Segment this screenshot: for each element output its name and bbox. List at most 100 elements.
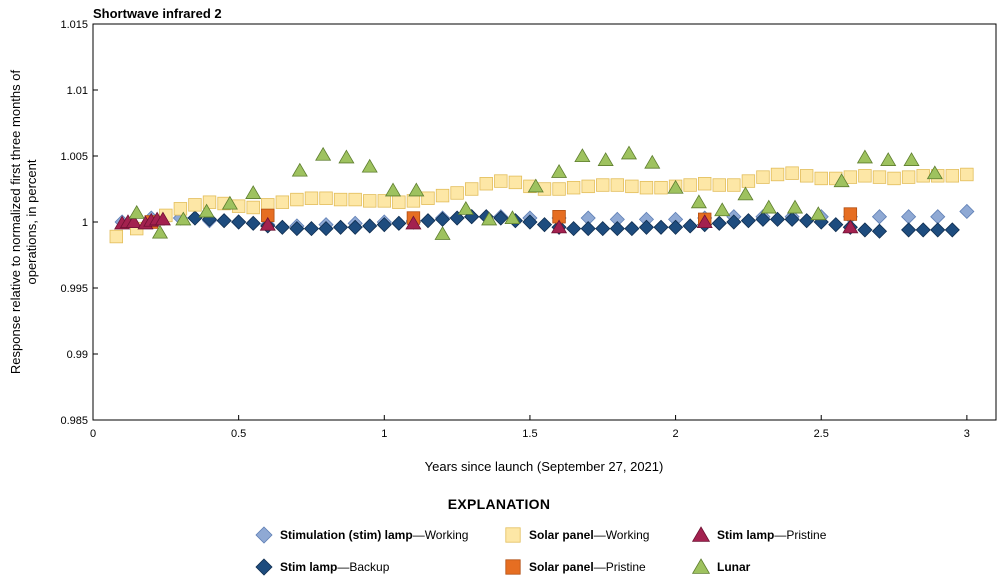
legend-item-name: Solar panel <box>529 560 594 574</box>
data-point <box>551 219 568 234</box>
legend: EXPLANATION Stimulation (stim) lamp —Work… <box>0 488 998 578</box>
triangle-marker-icon <box>692 526 710 542</box>
data-point <box>930 209 946 225</box>
data-point <box>552 182 566 196</box>
data-point <box>348 192 362 207</box>
data-point <box>880 152 897 166</box>
diamond-marker-icon <box>255 526 273 544</box>
x-tick-label: 0 <box>90 428 96 440</box>
legend-item-status: —Backup <box>337 560 390 574</box>
data-point <box>275 195 290 209</box>
x-tick-label: 0.5 <box>231 428 246 440</box>
diamond-marker-icon <box>255 526 273 544</box>
data-point <box>915 222 931 238</box>
data-point <box>392 195 406 209</box>
data-point <box>274 219 290 235</box>
data-point <box>188 198 202 212</box>
data-point <box>799 213 815 229</box>
data-point <box>799 169 814 183</box>
data-point <box>714 202 731 217</box>
data-point <box>770 167 785 182</box>
data-point <box>479 177 493 191</box>
data-point <box>450 186 464 200</box>
data-point <box>109 229 124 244</box>
y-tick-label: 1 <box>82 217 88 229</box>
data-point <box>154 211 171 226</box>
data-point <box>363 194 377 208</box>
data-point <box>726 214 742 230</box>
legend-item-name: Stim lamp <box>280 560 338 574</box>
data-point <box>527 178 544 193</box>
y-tick-label: 0.985 <box>60 415 88 427</box>
data-point <box>785 166 799 180</box>
data-point <box>434 211 451 227</box>
data-point <box>727 178 741 192</box>
data-point <box>128 204 145 219</box>
data-point <box>624 221 640 237</box>
data-point <box>828 217 844 233</box>
data-point <box>405 215 422 230</box>
data-point <box>566 221 582 237</box>
data-point <box>290 192 304 207</box>
data-point <box>421 191 435 205</box>
data-point <box>668 219 684 235</box>
data-point <box>887 171 901 186</box>
y-tick-label: 1.015 <box>60 19 88 31</box>
data-point <box>620 145 638 160</box>
data-point <box>857 222 873 238</box>
y-axis: 0.985 0.99 0.995 1 1.005 1.01 1.015 <box>60 19 98 427</box>
data-point <box>595 221 611 237</box>
data-point <box>361 158 378 173</box>
legend-item-solar-working: Solar panel —Working <box>504 526 649 544</box>
data-point <box>930 222 946 238</box>
square-marker-icon <box>505 559 521 575</box>
data-point <box>756 170 770 184</box>
x-tick-label: 1.5 <box>522 428 537 440</box>
data-point <box>333 219 349 235</box>
data-point <box>683 178 697 192</box>
x-axis-title: Years since launch (September 27, 2021) <box>425 459 664 474</box>
data-point <box>245 215 261 231</box>
data-point <box>246 200 260 215</box>
data-point <box>315 146 332 161</box>
data-point <box>901 222 917 238</box>
diamond-marker-icon <box>255 558 273 576</box>
data-point <box>187 210 203 226</box>
triangle-marker-icon <box>692 558 710 574</box>
series-stim-backup <box>187 209 960 239</box>
data-point <box>737 186 754 201</box>
triangle-marker-icon <box>692 558 710 574</box>
legend-item-name: Stim lamp <box>717 528 775 542</box>
data-point <box>318 221 334 237</box>
data-point <box>740 213 756 229</box>
data-point <box>690 194 707 209</box>
legend-item-stim-working: Stimulation (stim) lamp —Working <box>255 526 468 544</box>
data-point <box>843 170 858 184</box>
data-point <box>580 221 596 237</box>
legend-item-stim-backup: Stim lamp —Backup <box>255 558 389 576</box>
data-point <box>245 185 262 199</box>
data-point <box>786 199 804 214</box>
data-point <box>597 152 614 166</box>
data-point <box>638 219 655 235</box>
data-point <box>944 222 960 238</box>
data-point <box>175 211 192 226</box>
legend-item-status: —Working <box>593 528 650 542</box>
data-point <box>434 226 451 240</box>
series-solar-working <box>109 166 974 244</box>
data-point <box>926 165 943 180</box>
data-point <box>198 203 215 218</box>
x-tick-label: 2 <box>673 428 679 440</box>
data-point <box>376 217 392 233</box>
data-point <box>333 192 348 207</box>
data-point <box>625 179 639 194</box>
chart: Shortwave infrared 2 0.985 0.99 0.995 1 1.00… <box>8 6 997 474</box>
square-marker-icon <box>505 559 521 575</box>
data-point <box>173 202 188 216</box>
data-point <box>810 206 827 221</box>
data-point <box>698 177 712 191</box>
data-point <box>654 180 668 195</box>
x-axis: 0 0.5 1 1.5 2 2.5 3 <box>90 415 970 440</box>
data-point <box>901 209 917 225</box>
legend-item-stim-pristine: Stim lamp —Pristine <box>692 526 826 544</box>
